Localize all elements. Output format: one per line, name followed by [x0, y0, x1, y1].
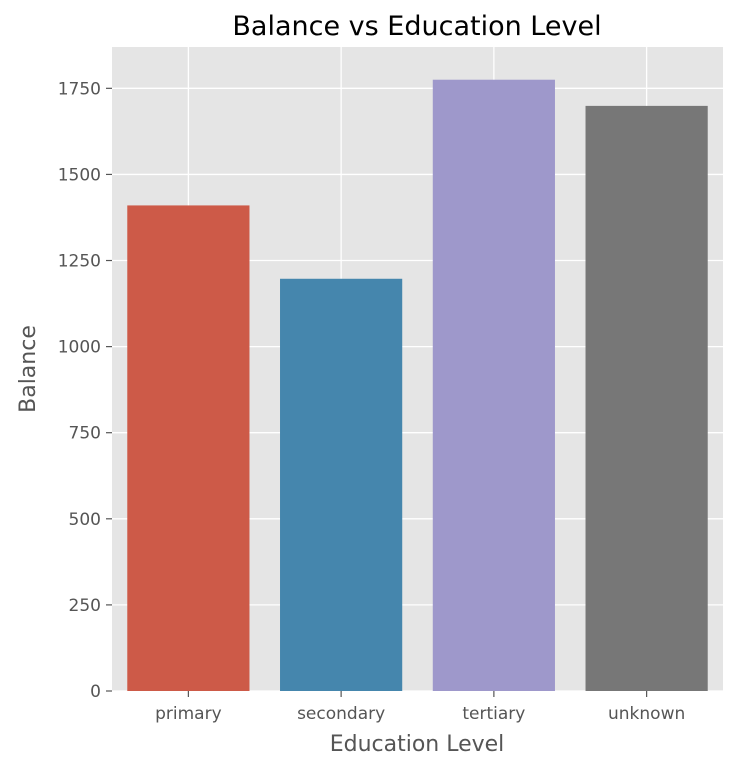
bar-unknown: [585, 105, 708, 692]
bars: [127, 79, 708, 692]
y-tick-label: 250: [69, 596, 101, 616]
chart-title: Balance vs Education Level: [232, 11, 601, 42]
bar-primary: [127, 205, 250, 691]
x-tick-label: primary: [155, 704, 222, 724]
x-axis-ticks: primary secondary tertiary unknown: [155, 691, 685, 724]
y-axis-ticks: 0 250 500 750 1000 1250 1500 1750: [58, 79, 112, 702]
x-tick-label: secondary: [297, 704, 385, 724]
y-tick-label: 1500: [58, 165, 101, 185]
bar-tertiary: [432, 79, 555, 692]
y-tick-label: 1750: [58, 79, 101, 99]
bar-secondary: [280, 278, 403, 691]
y-tick-label: 500: [69, 510, 101, 530]
y-tick-label: 1250: [58, 252, 101, 272]
y-tick-label: 0: [90, 682, 101, 702]
y-tick-label: 750: [69, 424, 101, 444]
x-tick-label: unknown: [608, 704, 685, 724]
x-tick-label: tertiary: [462, 704, 525, 724]
y-axis-label: Balance: [16, 325, 41, 413]
x-axis-label: Education Level: [330, 732, 505, 757]
y-tick-label: 1000: [58, 338, 101, 358]
